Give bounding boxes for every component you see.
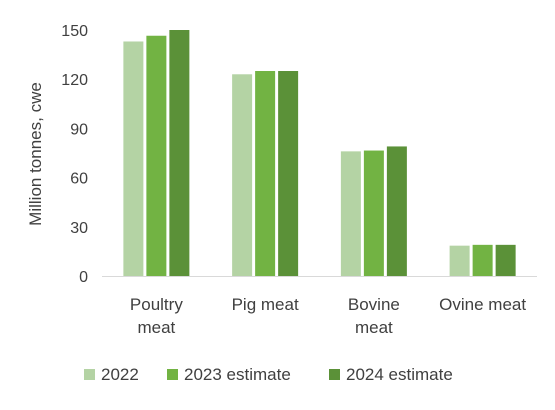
- y-tick-label: 60: [70, 171, 88, 188]
- bar-2-2: [255, 71, 276, 276]
- x-tick-label: Bovine meat: [348, 295, 400, 337]
- bar-2-4: [472, 244, 493, 276]
- x-tick-label: Ovine meat: [439, 295, 526, 314]
- x-tick-label-line: meat: [137, 318, 175, 337]
- bar-2-1: [146, 35, 167, 276]
- bar-1-2: [232, 74, 253, 276]
- legend-swatch: [329, 369, 340, 380]
- x-tick-label-line: Pig meat: [232, 295, 299, 314]
- bar-3-3: [386, 146, 407, 276]
- x-tick-label: Pig meat: [232, 295, 299, 314]
- bar-1-3: [340, 151, 361, 276]
- plot-area: [123, 30, 516, 277]
- y-axis: 0 30 60 90 120 150: [61, 23, 88, 286]
- y-tick-label: 30: [70, 220, 88, 237]
- y-tick-label: 150: [61, 23, 88, 40]
- legend: 2022 2023 estimate 2024 estimate: [84, 365, 453, 384]
- x-tick-label-line: Poultry: [130, 295, 183, 314]
- y-tick-label: 0: [79, 269, 88, 286]
- bar-3-2: [278, 71, 299, 276]
- legend-label: 2024 estimate: [346, 365, 453, 384]
- legend-label: 2023 estimate: [184, 365, 291, 384]
- bar-3-1: [169, 30, 190, 276]
- x-tick-label: Poultry meat: [130, 295, 183, 337]
- bar-3-4: [495, 244, 516, 276]
- x-tick-label-line: Bovine: [348, 295, 400, 314]
- legend-swatch: [84, 369, 95, 380]
- bar-1-1: [123, 41, 144, 277]
- legend-swatch: [167, 369, 178, 380]
- bar-1-4: [449, 245, 470, 276]
- y-tick-label: 90: [70, 121, 88, 138]
- y-tick-label: 120: [61, 72, 88, 89]
- x-tick-label-line: Ovine meat: [439, 295, 526, 314]
- legend-label: 2022: [101, 365, 139, 384]
- bar-2-3: [363, 150, 384, 276]
- y-axis-title: Million tonnes, cwe: [26, 82, 45, 226]
- x-tick-label-line: meat: [355, 318, 393, 337]
- x-axis: Poultry meat Pig meat Bovine meat Ovine meat: [130, 295, 526, 337]
